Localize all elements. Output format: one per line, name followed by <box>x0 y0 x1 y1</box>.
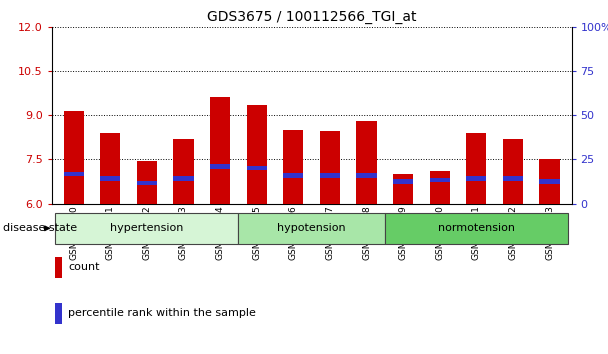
Bar <box>64 110 84 204</box>
Title: GDS3675 / 100112566_TGI_at: GDS3675 / 100112566_TGI_at <box>207 10 416 24</box>
Bar <box>210 97 230 204</box>
Bar <box>356 173 376 178</box>
Bar <box>393 174 413 204</box>
Bar <box>137 161 157 204</box>
Bar <box>247 166 267 170</box>
Bar <box>320 131 340 204</box>
Bar <box>210 165 230 169</box>
Bar <box>466 176 486 181</box>
Bar <box>430 178 450 182</box>
Bar <box>55 213 238 244</box>
Text: disease state: disease state <box>3 223 77 233</box>
Bar <box>430 171 450 204</box>
Text: percentile rank within the sample: percentile rank within the sample <box>68 308 256 318</box>
Bar <box>385 213 568 244</box>
Bar <box>320 173 340 178</box>
Text: normotension: normotension <box>438 223 515 233</box>
Bar <box>356 121 376 204</box>
Bar <box>173 176 193 181</box>
Bar <box>247 105 267 204</box>
Bar <box>393 179 413 184</box>
Bar <box>238 213 385 244</box>
Bar <box>466 133 486 204</box>
Bar <box>137 181 157 185</box>
Bar <box>503 176 523 181</box>
Bar <box>64 172 84 176</box>
Bar <box>283 130 303 204</box>
Text: count: count <box>68 262 100 272</box>
Bar <box>503 139 523 204</box>
Text: hypertension: hypertension <box>110 223 184 233</box>
Bar <box>539 179 559 184</box>
Text: hypotension: hypotension <box>277 223 346 233</box>
Bar <box>539 159 559 204</box>
Bar <box>173 139 193 204</box>
Bar <box>283 173 303 178</box>
Bar <box>100 176 120 181</box>
Bar <box>100 133 120 204</box>
